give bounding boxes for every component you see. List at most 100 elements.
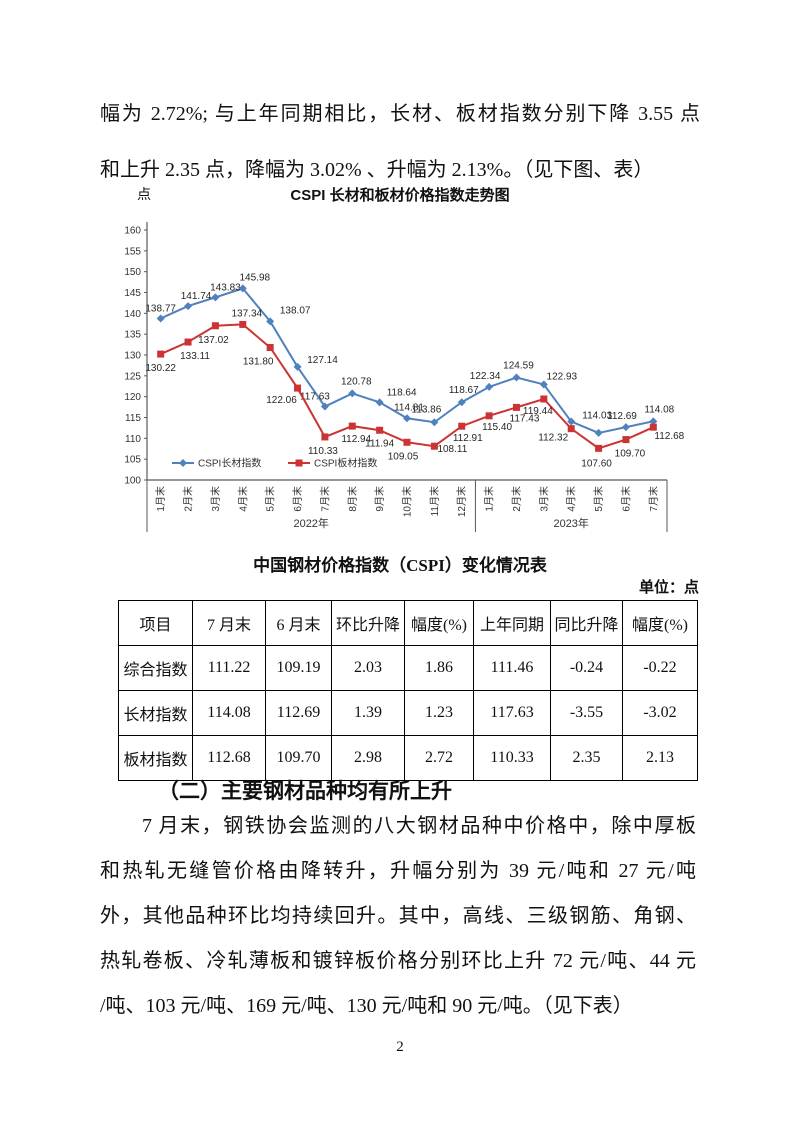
data-label: 115.40 (482, 422, 512, 433)
series-marker-square (622, 436, 630, 444)
series-marker-diamond (184, 302, 193, 311)
table-cell: 上年同期 (473, 600, 551, 646)
section-paragraph: 7 月末，钢铁协会监测的八大钢材品种中价格中，除中厚板 和热轧无缝管价格由降转升，… (100, 804, 696, 1029)
table-cell: 幅度(%) (404, 600, 474, 646)
data-label: 122.06 (266, 395, 297, 406)
data-label: 122.34 (470, 371, 501, 382)
series-marker-diamond (621, 423, 630, 432)
data-label: 124.59 (503, 361, 534, 372)
x-category-label: 12月末 (455, 486, 468, 517)
series-marker-square (567, 425, 575, 433)
data-label: 143.83 (210, 282, 241, 293)
series-marker-square (512, 403, 520, 411)
x-category-label: 7月末 (647, 486, 660, 512)
series-marker-diamond (293, 362, 302, 371)
chart-title: CSPI 长材和板材价格指数走势图 (290, 187, 510, 204)
series-marker-square (348, 422, 356, 430)
x-category-label: 6月末 (619, 486, 632, 512)
x-category-label: 4月末 (565, 486, 578, 512)
table-row: 综合指数 111.22 109.19 2.03 1.86 111.46 -0.24 -0.22 (118, 645, 698, 691)
table-cell: 2.72 (404, 735, 474, 781)
cspi-change-table: 项目 7 月末 6 月末 环比升降 幅度(%) 上年同期 同比升降 幅度(%) 综合指数 111.… (118, 600, 698, 781)
data-label: 118.67 (449, 385, 479, 396)
x-category-label: 8月末 (346, 486, 359, 512)
y-tick-label: 105 (124, 455, 141, 466)
table-cell: 项目 (118, 600, 193, 646)
x-category-label: 9月末 (373, 486, 386, 512)
series-marker-diamond (457, 398, 466, 407)
section-heading: （二）主要钢材品种均有所上升 (158, 779, 452, 803)
series-marker-square (294, 384, 302, 392)
chart-axis-unit-label: 点 (137, 188, 151, 203)
legend-label: CSPI长材指数 (198, 457, 261, 470)
data-label: 133.11 (180, 351, 210, 362)
y-tick-label: 140 (124, 309, 141, 320)
series-marker-square (239, 320, 247, 328)
series-marker-square (458, 422, 466, 430)
table-cell: 2.35 (550, 735, 623, 781)
x-category-label: 11月末 (428, 486, 441, 516)
data-label: 112.91 (453, 433, 483, 444)
body-line: /吨、103 元/吨、169 元/吨、130 元/吨和 90 元/吨。（见下表） (100, 995, 633, 1017)
table-cell: 117.63 (473, 690, 551, 736)
x-group-label: 2022年 (293, 516, 328, 530)
series-marker-diamond (430, 418, 439, 427)
table-cell: 1.23 (404, 690, 474, 736)
table-cell: 2.98 (331, 735, 405, 781)
series-marker-square (595, 444, 603, 452)
table-cell: 111.22 (192, 645, 266, 691)
data-label: 141.74 (181, 291, 212, 302)
series-marker-diamond (375, 398, 384, 407)
table-row: 长材指数 114.08 112.69 1.39 1.23 117.63 -3.55 -3.02 (118, 690, 698, 736)
intro-line: 和上升 2.35 点，降幅为 3.02% 、升幅为 2.13%。（见下图、表） (100, 159, 654, 181)
y-tick-label: 135 (124, 330, 141, 341)
series-marker-square (211, 322, 219, 330)
table-cell: 111.46 (473, 645, 551, 691)
series-marker-diamond (485, 382, 494, 391)
data-label: 112.69 (607, 411, 637, 422)
series-marker-diamond (403, 414, 411, 423)
x-category-label: 1月末 (483, 486, 496, 512)
y-tick-label: 160 (124, 226, 141, 237)
table-cell: 109.19 (265, 645, 332, 691)
data-label: 130.22 (145, 363, 176, 374)
series-marker-square (157, 350, 165, 358)
table-cell: 综合指数 (118, 645, 193, 691)
series-marker-diamond (649, 417, 658, 426)
table-cell: 2.03 (331, 645, 405, 691)
data-label: 137.34 (231, 308, 262, 319)
data-label: 127.14 (307, 355, 338, 366)
cspi-line-chart: 100 105 110 115 120 125 130 135 140 145 150 155 160 1… (124, 222, 685, 532)
x-category-label: 5月末 (264, 486, 277, 512)
series-marker-square (403, 438, 411, 446)
data-label: 131.80 (243, 357, 274, 368)
series-marker-square (184, 338, 192, 346)
data-label: 109.70 (615, 449, 646, 460)
data-label: 138.07 (280, 305, 311, 316)
table-cell: 环比升降 (331, 600, 405, 646)
x-category-label: 4月末 (236, 486, 249, 512)
y-tick-label: 155 (124, 246, 141, 257)
data-label: 113.86 (411, 404, 441, 415)
table-cell: 板材指数 (118, 735, 193, 781)
x-category-label: 7月末 (318, 486, 331, 512)
series-marker-diamond (348, 389, 357, 398)
data-label: 114.81 (394, 402, 424, 413)
data-label: 114.03 (582, 411, 612, 422)
data-label: 112.68 (654, 431, 684, 442)
table-cell: 7 月末 (192, 600, 266, 646)
data-label: 122.93 (547, 371, 578, 382)
data-label: 110.33 (308, 446, 338, 457)
table-cell: 2.13 (622, 735, 698, 781)
table-cell: 幅度(%) (622, 600, 698, 646)
page-number: 2 (396, 1039, 404, 1055)
series-marker-diamond (320, 402, 329, 411)
series-marker-square (430, 442, 438, 450)
x-category-label: 2月末 (510, 486, 523, 512)
series-marker-diamond (266, 317, 275, 326)
y-tick-label: 115 (125, 413, 141, 424)
series-marker-square (295, 459, 303, 467)
table-cell: 112.69 (265, 690, 332, 736)
series-marker-diamond (539, 380, 548, 389)
